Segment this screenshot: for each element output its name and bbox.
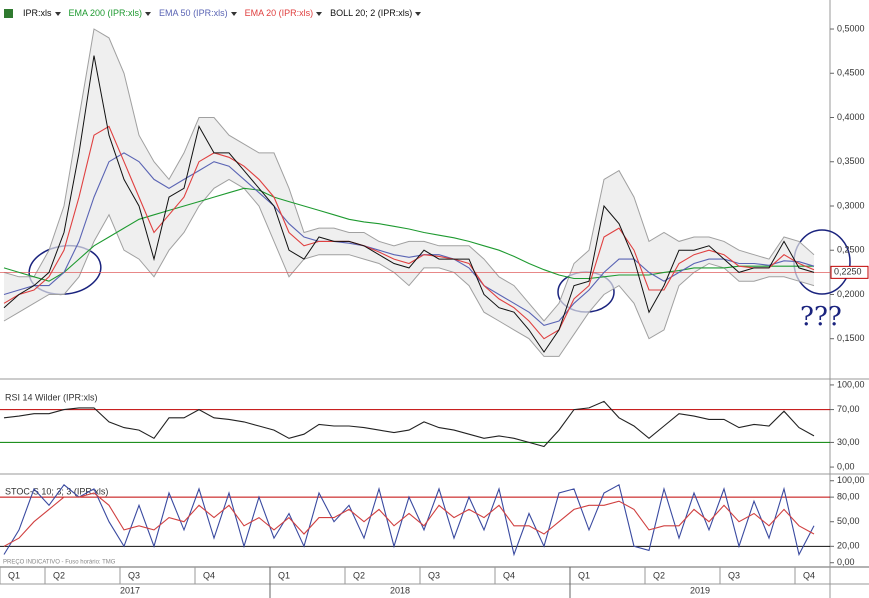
year-label: 2018 [390, 585, 410, 595]
legend-entry[interactable]: IPR:xls [23, 8, 61, 18]
panel-title: RSI 14 Wilder (IPR:xls) [5, 392, 98, 402]
series-line [3, 400, 815, 448]
annotation: ??? [800, 302, 842, 332]
series-line [3, 125, 815, 340]
y-tick-label: 0,4500 [837, 68, 865, 78]
y-tick-label: 100,00 [837, 379, 865, 389]
symbol-icon [4, 8, 13, 18]
x-tick-label: Q4 [503, 570, 515, 580]
y-tick-label: 0,3000 [837, 200, 865, 210]
last-value-label: 0,2250 [834, 267, 862, 277]
y-tick-label: 0,1500 [837, 333, 865, 343]
x-tick-label: Q3 [728, 570, 740, 580]
series-line [3, 55, 815, 353]
x-tick-label: Q1 [578, 570, 590, 580]
series-line [3, 187, 814, 282]
footer-note: PREÇO INDICATIVO - Fuso horário: TMG [3, 560, 116, 566]
x-tick-label: Q2 [653, 570, 665, 580]
y-tick-label: 80,00 [837, 492, 860, 502]
y-tick-label: 70,00 [837, 404, 860, 414]
series-line [3, 483, 815, 557]
y-tick-label: 30,00 [837, 437, 860, 447]
x-tick-label: Q1 [8, 570, 20, 580]
y-tick-label: 0,00 [837, 557, 855, 567]
legend: IPR:xls EMA 200 (IPR:xls) EMA 50 (IPR:xls)… [4, 8, 421, 18]
last-value-box [830, 265, 869, 279]
legend-entry[interactable]: EMA 200 (IPR:xls) [69, 8, 152, 18]
y-tick-label: 100,00 [837, 475, 865, 485]
x-tick-label: Q2 [53, 570, 65, 580]
panel-title: STOC-S 10; 3; 3 (IPR:xls) [5, 486, 108, 496]
x-tick-label: Q3 [428, 570, 440, 580]
y-tick-label: 0,4000 [837, 112, 865, 122]
year-label: 2017 [120, 585, 140, 595]
band-upper [3, 28, 815, 322]
legend-entry[interactable]: EMA 20 (IPR:xls) [245, 8, 323, 18]
series-line [3, 152, 815, 327]
year-label: 2019 [690, 585, 710, 595]
band-area [4, 29, 814, 357]
y-tick-label: 50,00 [837, 516, 860, 526]
band-lower [3, 178, 815, 357]
legend-entry[interactable]: BOLL 20; 2 (IPR:xls) [330, 8, 421, 18]
x-tick-label: Q4 [203, 570, 215, 580]
legend-entry[interactable]: EMA 50 (IPR:xls) [159, 8, 237, 18]
y-tick-label: 0,00 [837, 461, 855, 471]
y-tick-label: 0,5000 [837, 23, 865, 33]
x-tick-label: Q3 [128, 570, 140, 580]
x-tick-label: Q2 [353, 570, 365, 580]
x-tick-label: Q4 [803, 570, 815, 580]
y-tick-label: 0,2500 [837, 245, 865, 255]
x-tick-label: Q1 [278, 570, 290, 580]
y-tick-label: 0,3500 [837, 156, 865, 166]
series-line [3, 492, 815, 547]
y-tick-label: 0,2000 [837, 289, 865, 299]
y-tick-label: 20,00 [837, 541, 860, 551]
